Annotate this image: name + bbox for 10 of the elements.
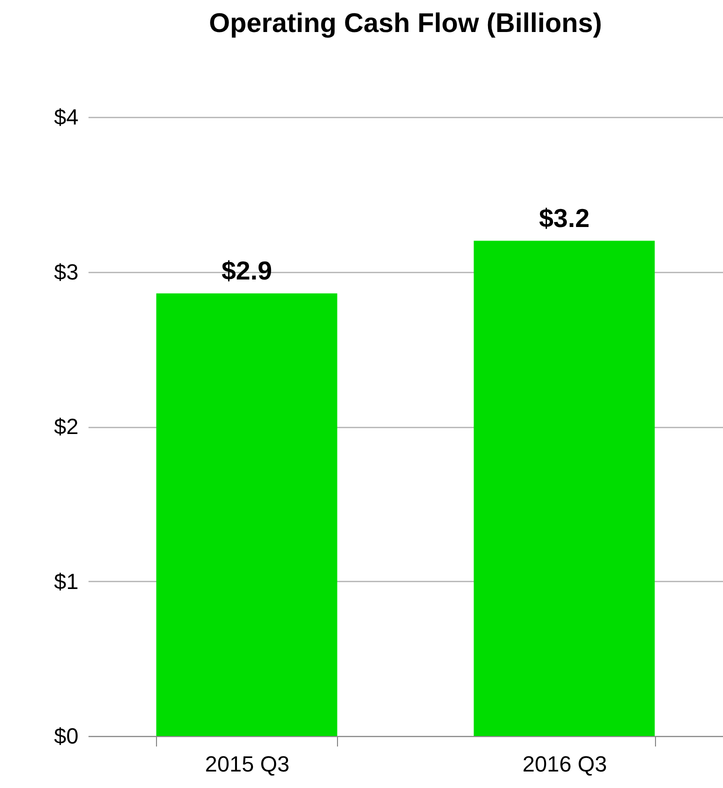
- data-label: $2.9: [221, 255, 272, 286]
- data-label: $3.2: [538, 202, 590, 233]
- y-tick-label: $3: [54, 259, 78, 284]
- y-tick-label: $0: [54, 724, 78, 748]
- x-tick-label: 2015 Q3: [205, 752, 290, 776]
- y-tick-label: $2: [54, 414, 78, 439]
- chart-title: Operating Cash Flow (Billions): [208, 8, 602, 38]
- y-tick-label: $4: [54, 104, 78, 130]
- x-tick-label: 2016 Q3: [522, 752, 607, 776]
- y-tick-label: $1: [54, 568, 78, 594]
